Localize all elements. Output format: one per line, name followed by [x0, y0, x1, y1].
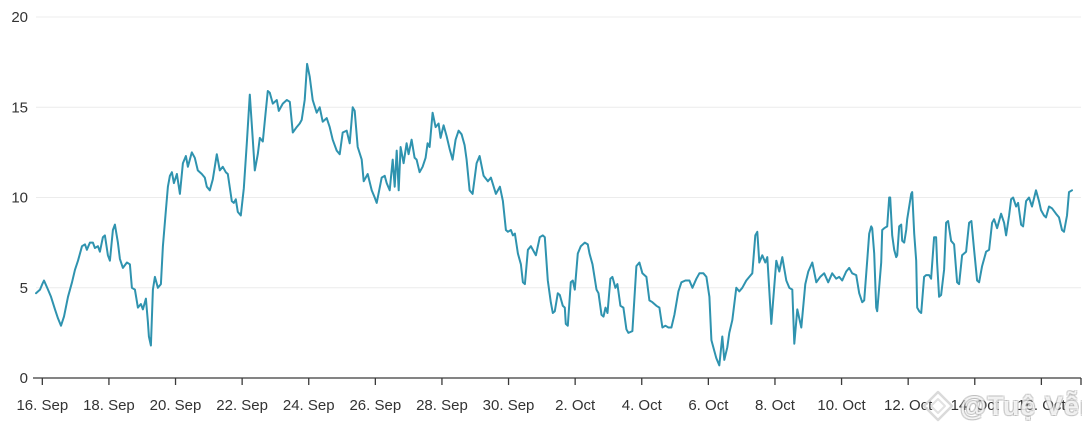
x-axis-label: 26. Sep: [349, 397, 401, 414]
x-axis-label: 10. Oct: [817, 397, 866, 414]
x-axis-label: 20. Sep: [150, 397, 202, 414]
x-axis-label: 12. Oct: [884, 397, 933, 414]
y-axis-label: 0: [20, 370, 28, 387]
x-axis-label: 6. Oct: [688, 397, 729, 414]
x-axis-label: 14. Oct: [951, 397, 1000, 414]
x-axis-label: 28. Sep: [416, 397, 468, 414]
series-line: [35, 62, 1073, 367]
x-axis-label: 18. Sep: [83, 397, 135, 414]
x-axis-label: 24. Sep: [283, 397, 335, 414]
x-axis-label: 22. Sep: [216, 397, 268, 414]
x-axis-label: 8. Oct: [755, 397, 796, 414]
x-axis-label: 16. Sep: [16, 397, 68, 414]
x-axis-label: 30. Sep: [483, 397, 535, 414]
x-axis-label: 4. Oct: [622, 397, 663, 414]
x-axis-label: 2. Oct: [555, 397, 596, 414]
y-axis-label: 10: [11, 190, 28, 207]
y-axis-label: 5: [20, 280, 28, 297]
x-axis-label: 16. Oct: [1017, 397, 1066, 414]
y-axis-label: 15: [11, 99, 28, 116]
y-axis-label: 20: [11, 9, 28, 26]
